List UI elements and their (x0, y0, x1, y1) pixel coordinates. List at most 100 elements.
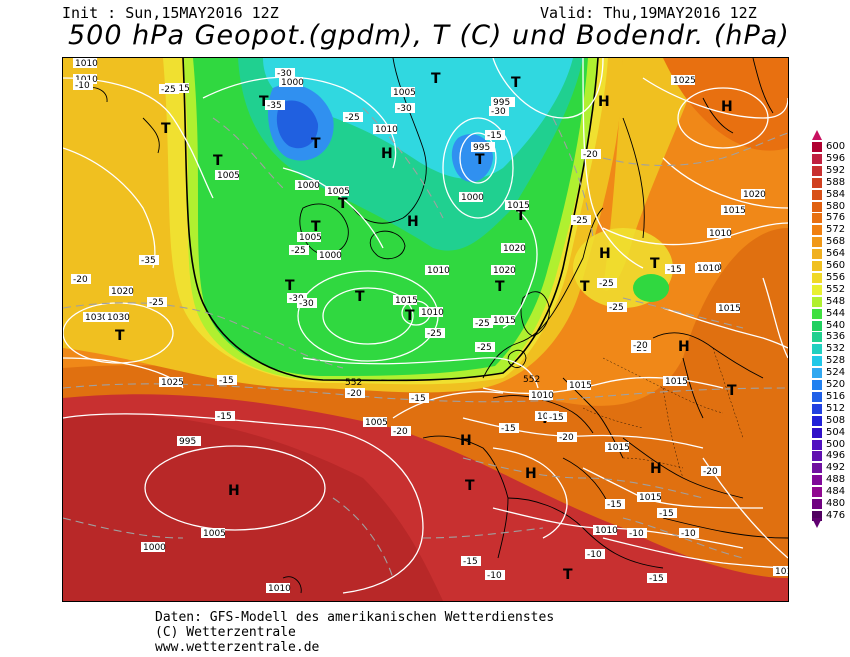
legend-entry: 540 (812, 320, 850, 331)
isobar-label-bg (325, 186, 349, 196)
temperature-label: -10 (629, 529, 644, 539)
legend-swatch (812, 142, 822, 152)
isobar-label: 1000 (319, 251, 342, 261)
temperature-label: -25 (161, 85, 176, 95)
pressure-system-low: T (727, 383, 737, 399)
legend-entry: 572 (812, 224, 850, 236)
pressure-system-low: T (516, 208, 526, 224)
legend-label: 592 (826, 164, 846, 176)
isobar-label-bg (419, 307, 443, 317)
temperature-label-bg (631, 340, 651, 350)
isobar-label: 1010 (709, 229, 732, 239)
isobar-label: 1010 (531, 391, 554, 401)
temperature-label: -30 (299, 299, 314, 309)
isobar-label-bg (297, 232, 321, 242)
legend-label: 504 (826, 426, 846, 438)
legend-label: 500 (826, 438, 846, 450)
temperature-label: -30 (289, 294, 304, 304)
isobar-label-bg (637, 492, 661, 502)
pressure-system-low: T (431, 71, 441, 87)
temperature-label: -15 (649, 574, 664, 584)
pressure-system-low: T (259, 94, 269, 110)
temperature-label: -25 (477, 343, 492, 353)
legend-entry: 568 (812, 236, 850, 248)
temperature-label-bg (345, 388, 365, 398)
isobar-label-bg (317, 250, 341, 260)
pressure-system-low: T (511, 75, 521, 91)
temperature-label: -15 (487, 131, 502, 141)
legend-swatch (812, 487, 822, 498)
valid-time-label: Valid: Thu,19MAY2016 12Z (540, 4, 757, 22)
isobar-label-bg (505, 200, 529, 210)
temperature-label: -10 (587, 550, 602, 560)
legend-entry: 480 (812, 498, 850, 509)
website-link[interactable]: www.wetterzentrale.de (155, 640, 320, 655)
high-azores-isobar-inner (144, 445, 326, 531)
temperature-label: -15 (607, 500, 622, 510)
isobar-label-bg (491, 265, 515, 275)
legend-swatch (812, 165, 822, 176)
temperature-label-bg (485, 130, 505, 140)
isobar-label: 1020 (503, 244, 526, 254)
pressure-system-low: T (115, 328, 125, 344)
legend-entry: 584 (812, 189, 850, 200)
isobar-label: 1015 (775, 567, 788, 577)
pressure-system-low: T (285, 278, 295, 294)
isobar-label-bg (73, 74, 97, 84)
temperature-label-bg (473, 318, 493, 328)
temperature-label-bg (657, 508, 677, 518)
legend-swatch (812, 261, 822, 271)
temperature-label-bg (215, 411, 235, 421)
isobar-label: 1015 (493, 316, 516, 326)
temperature-label-bg (265, 100, 285, 110)
temperature-label-bg (585, 549, 605, 559)
temperature-label-bg (701, 466, 721, 476)
high-russia-isobar (677, 87, 769, 149)
temperature-label: -30 (277, 69, 292, 79)
isobar-label: 1010 (268, 584, 291, 594)
temperature-label-bg (571, 215, 591, 225)
isobar-label: 995 (473, 143, 490, 153)
pressure-system-high: H (599, 246, 611, 262)
pressure-system-high: H (598, 94, 610, 110)
legend-swatch (812, 403, 822, 414)
isobar-label-bg (741, 189, 765, 199)
isobar-label-bg (567, 380, 591, 390)
legend-swatch (812, 189, 822, 200)
temperature-label: -25 (609, 303, 624, 313)
isobar-label: 1025 (673, 76, 696, 86)
legend-label: 476 (826, 509, 846, 521)
isobar-label: 1015 (507, 201, 530, 211)
pressure-system-high: H (650, 461, 662, 477)
temperature-label-bg (627, 528, 647, 538)
temperature-label-bg (597, 278, 617, 288)
pressure-system-high: H (678, 339, 690, 355)
temperature-label-bg (71, 274, 91, 284)
legend-label: 528 (826, 355, 846, 367)
temperature-label-bg (581, 149, 601, 159)
temperature-label: -20 (73, 275, 88, 285)
legend-label: 492 (826, 462, 846, 474)
isobar-label-bg (707, 228, 731, 238)
temperature-label-bg (147, 297, 167, 307)
isobar-label: 995 (493, 98, 510, 108)
temperature-label-bg (485, 570, 505, 580)
temperature-label-bg (297, 298, 317, 308)
legend-entry: 580 (812, 201, 850, 212)
deep-blue-core (276, 100, 319, 149)
temperature-label: -25 (573, 216, 588, 226)
isobar-label: 1010 (421, 308, 444, 318)
temperature-label: -15 (219, 376, 234, 386)
legend-swatch (812, 225, 822, 236)
legend-swatch (812, 201, 822, 212)
isobar-label: 1010 (427, 266, 450, 276)
temperature-label-bg (139, 255, 159, 265)
pressure-system-low: T (465, 478, 475, 494)
isobar-label-bg (141, 542, 165, 552)
legend-swatch (812, 391, 822, 402)
pressure-system-high: H (228, 483, 240, 499)
legend-swatch (812, 320, 822, 331)
temperature-labels: -10 -25-30-35-25-30 -30-15-20-25-25-30-30-… (71, 68, 721, 584)
isobar-label: 1025 (161, 378, 184, 388)
copyright-credit: (C) Wetterzentrale (155, 625, 296, 640)
